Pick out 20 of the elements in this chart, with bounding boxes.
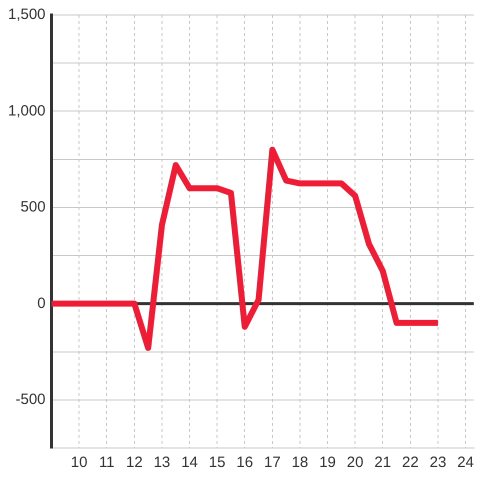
x-tick-label: 11 — [98, 454, 115, 472]
y-tick-label: 0 — [37, 294, 46, 312]
x-tick-label: 14 — [181, 454, 198, 472]
x-tick-label: 12 — [126, 454, 143, 472]
y-tick-label: 1,000 — [8, 102, 46, 120]
x-tick-label: 18 — [292, 454, 308, 472]
y-tick-label: 500 — [20, 198, 46, 216]
x-tick-label: 21 — [374, 454, 392, 472]
x-tick-label: 23 — [430, 454, 446, 472]
y-tick-label: -500 — [16, 391, 46, 408]
x-tick-label: 22 — [402, 454, 419, 472]
x-tick-label: 13 — [154, 454, 170, 472]
x-tick-label: 19 — [319, 454, 336, 472]
y-tick-label: 1,500 — [8, 6, 46, 24]
x-tick-label: 24 — [457, 454, 474, 472]
x-tick-label: 15 — [208, 454, 226, 472]
x-tick-label: 10 — [70, 454, 88, 472]
x-tick-label: 17 — [264, 454, 281, 472]
x-tick-label: 16 — [236, 454, 254, 472]
x-tick-label: 20 — [346, 454, 364, 472]
